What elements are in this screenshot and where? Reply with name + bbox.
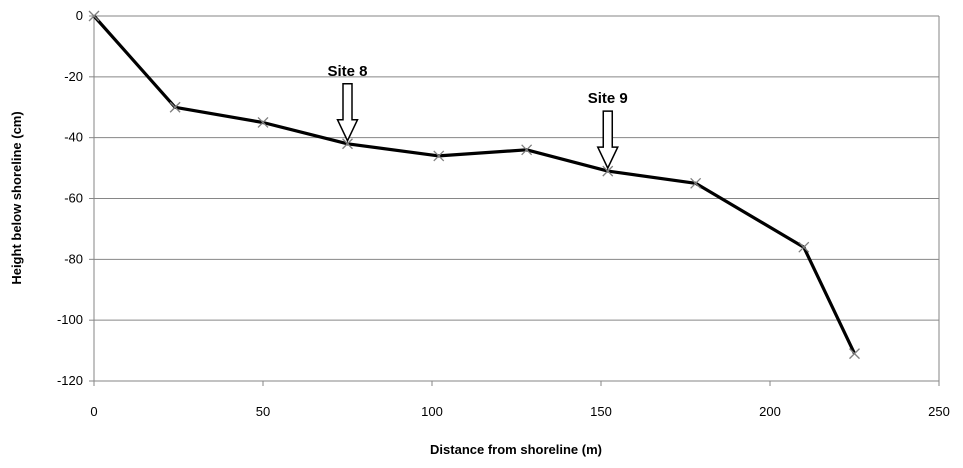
marker-stroke-b [169, 101, 181, 113]
x-tick-label-2: 100 [421, 404, 443, 419]
data-point-2 [257, 116, 269, 128]
annotation-arrow-0 [336, 83, 359, 143]
data-point-7 [690, 177, 702, 189]
x-axis-title: Distance from shoreline (m) [430, 442, 602, 457]
x-tick-label-4: 200 [759, 404, 781, 419]
y-tick-label-1: -20 [64, 69, 83, 84]
marker-stroke-b [521, 144, 533, 156]
data-point-1 [169, 101, 181, 113]
gridlines [94, 76, 939, 321]
marker-stroke-b [88, 10, 100, 22]
data-point-0 [88, 10, 100, 22]
x-tick-label-1: 50 [256, 404, 270, 419]
x-tick-label-3: 150 [590, 404, 612, 419]
y-axis-title: Height below shoreline (cm) [9, 111, 24, 284]
marker-stroke-b [602, 165, 614, 177]
annotations: Site 8 Site 9 [327, 63, 628, 170]
y-tick-label-6: -120 [57, 373, 83, 388]
annotation-1: Site 9 [588, 90, 628, 170]
y-tick-label-0: 0 [76, 8, 83, 23]
data-point-9 [849, 348, 860, 360]
x-tick-labels: 0 50 100 150 200 250 [90, 381, 950, 419]
data-point-5 [521, 144, 533, 156]
annotation-arrow-1 [596, 110, 619, 170]
marker-stroke-b [849, 348, 860, 360]
y-tick-label-2: -40 [64, 130, 83, 145]
marker-stroke-b [690, 177, 702, 189]
x-tick-label-0: 0 [90, 404, 97, 419]
series-line-0 [92, 14, 856, 355]
annotation-label-1: Site 9 [588, 90, 628, 107]
y-tick-label-4: -80 [64, 251, 83, 266]
y-tick-label-3: -60 [64, 191, 83, 206]
data-point-8 [798, 241, 810, 253]
marker-stroke-b [798, 241, 810, 253]
marker-stroke-b [342, 138, 353, 150]
y-tick-label-5: -100 [57, 312, 83, 327]
marker-stroke-b [433, 150, 445, 162]
annotation-0: Site 8 [327, 63, 368, 143]
x-tick-label-5: 250 [928, 404, 950, 419]
data-point-4 [433, 150, 445, 162]
data-point-6 [602, 165, 614, 177]
y-tick-labels: 0 -20 -40 -60 -80 -100 -120 [57, 8, 94, 388]
data-point-3 [342, 138, 353, 150]
data-series [88, 10, 860, 360]
marker-stroke-b [257, 116, 269, 128]
annotation-label-0: Site 8 [327, 63, 367, 80]
